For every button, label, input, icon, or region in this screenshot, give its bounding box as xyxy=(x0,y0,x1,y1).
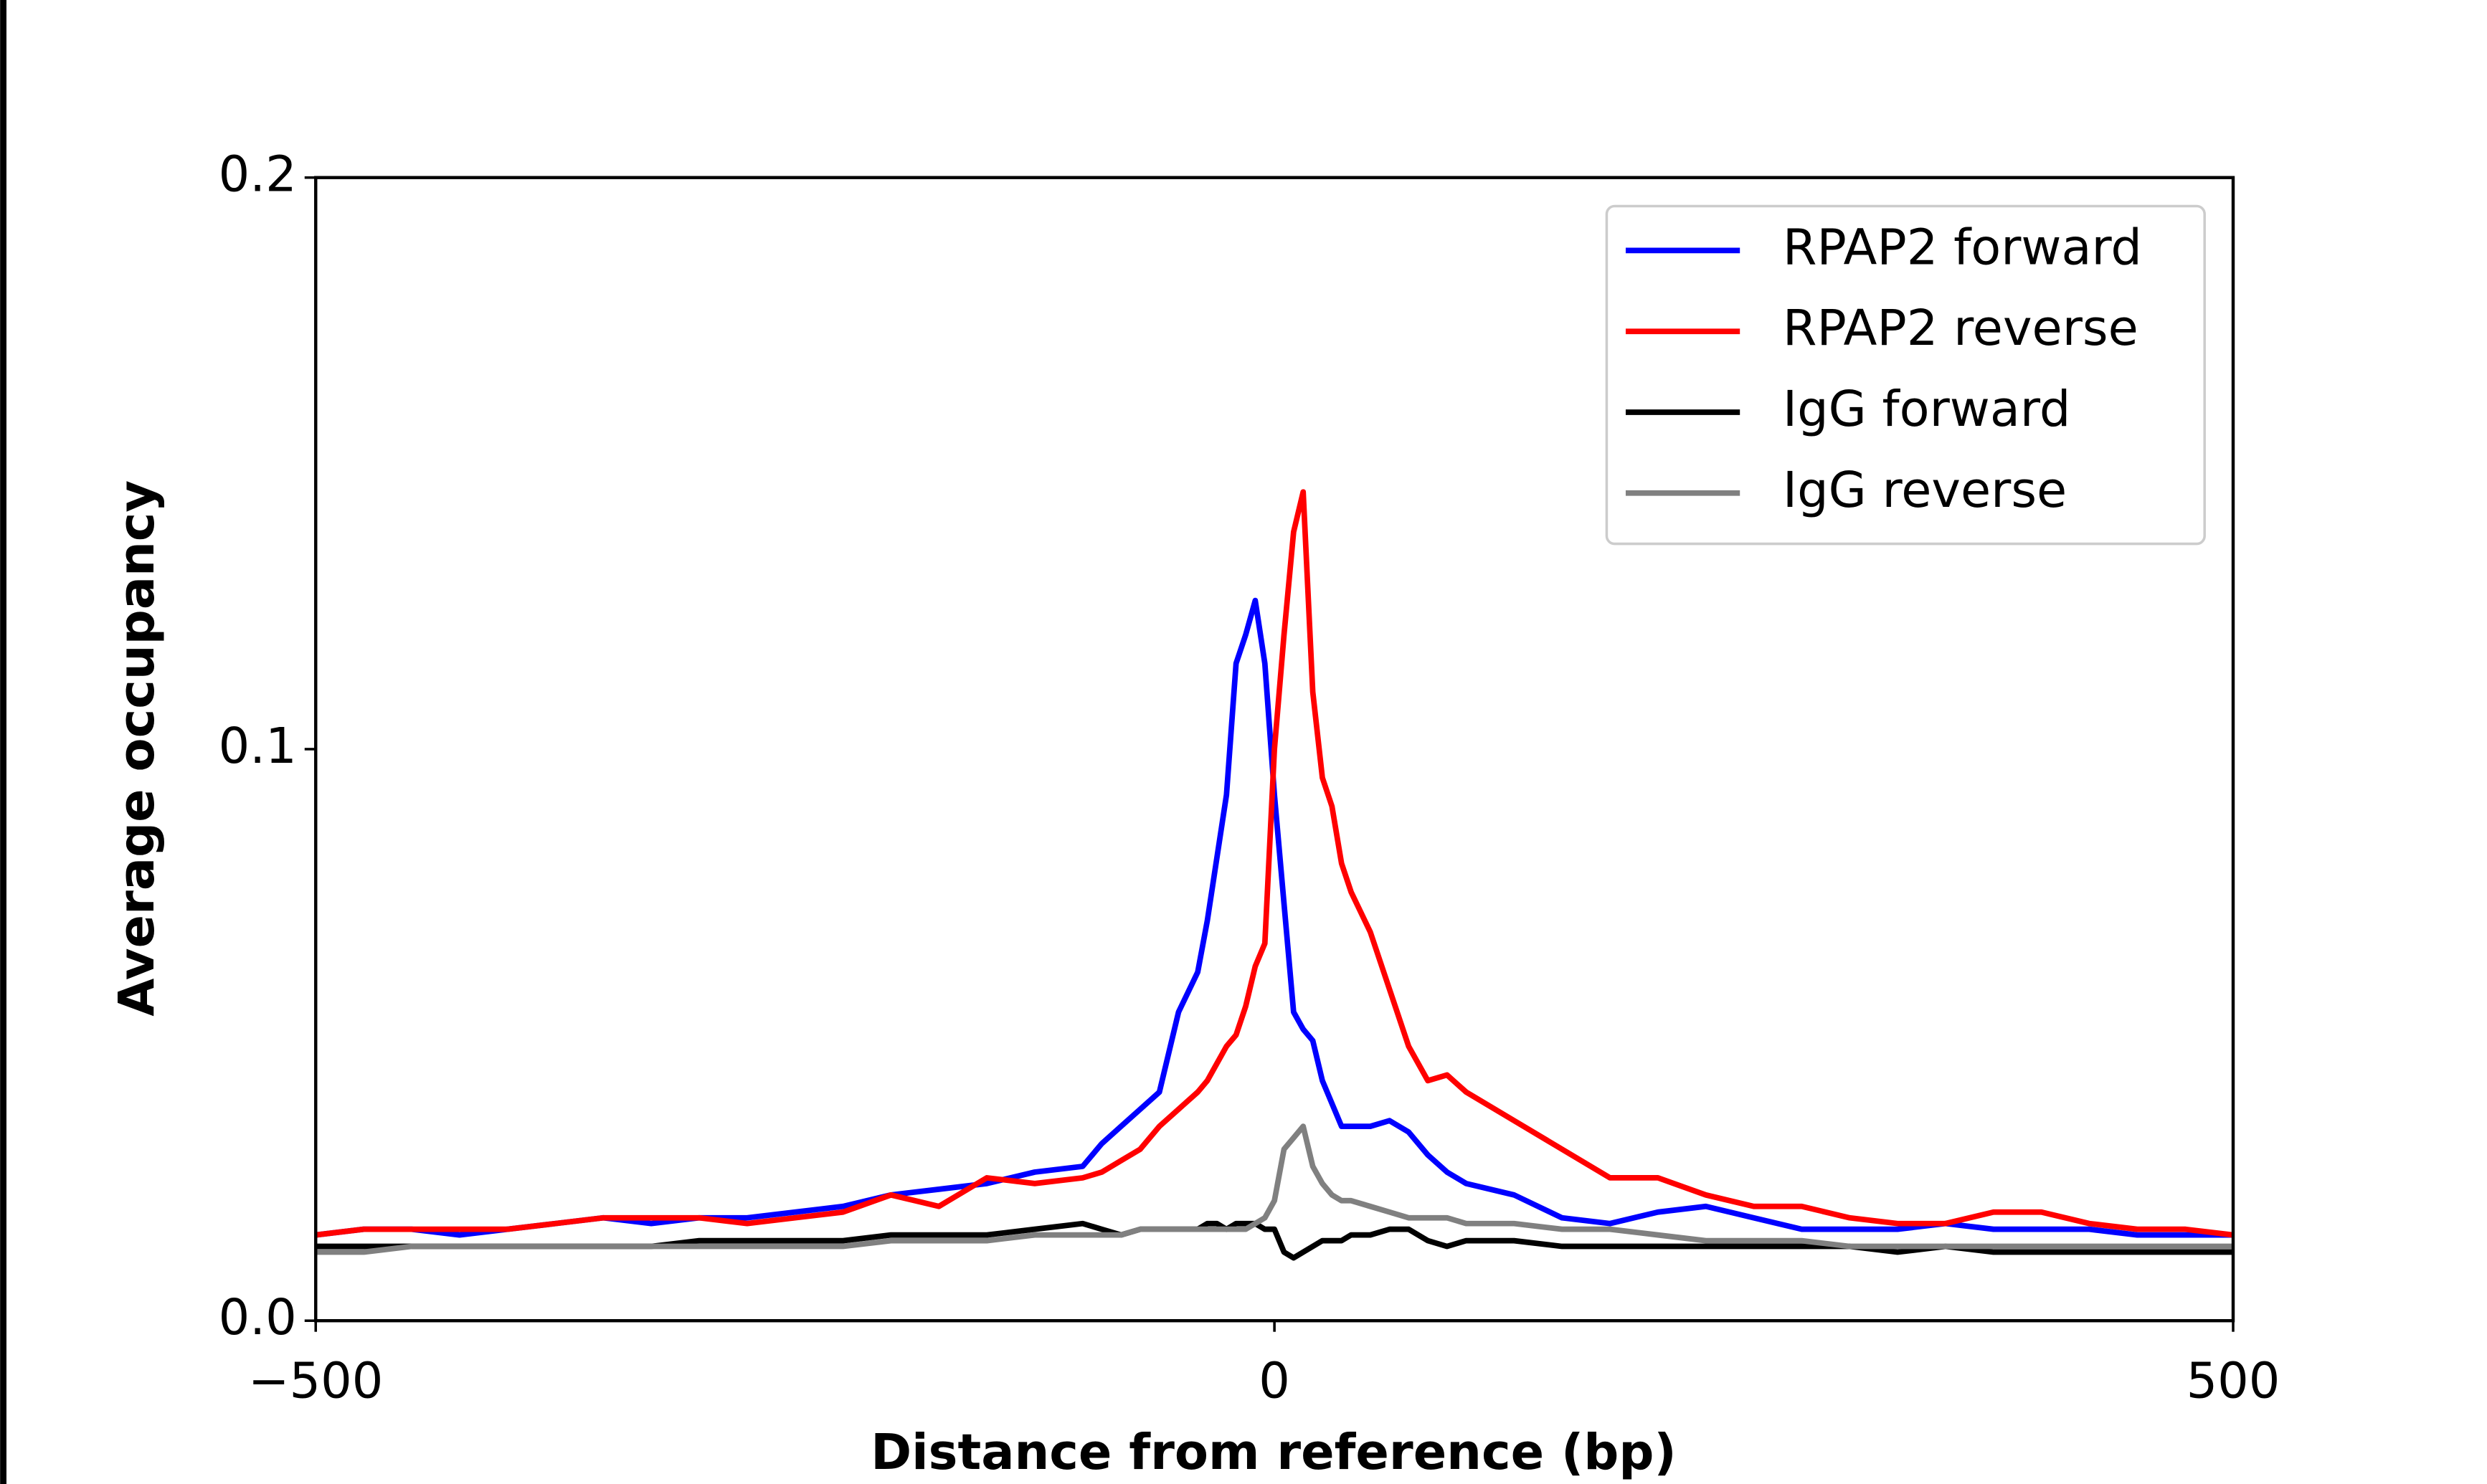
legend-box xyxy=(1605,204,2206,546)
left-border xyxy=(0,0,7,1484)
y-tick-label: 0.1 xyxy=(219,718,297,775)
y-tick-label: 0.2 xyxy=(219,146,297,204)
x-tick-label: 0 xyxy=(1259,1353,1290,1410)
x-axis-label: Distance from reference (bp) xyxy=(871,1424,1677,1481)
y-axis-label: Average occupancy xyxy=(108,480,166,1017)
x-tick-label: −500 xyxy=(248,1353,383,1410)
legend-label: IgG forward xyxy=(1783,381,2070,438)
series-line xyxy=(315,489,2234,1238)
x-tick-label: 500 xyxy=(2187,1353,2280,1410)
legend-label: RPAP2 reverse xyxy=(1783,300,2138,357)
series-line xyxy=(316,1123,2234,1255)
y-tick-label: 0.0 xyxy=(219,1289,297,1346)
series-line xyxy=(316,1220,2234,1261)
legend: RPAP2 forward RPAP2 reverse IgG forward IgG… xyxy=(1605,204,2206,546)
plot-frame xyxy=(314,176,2235,1323)
legend-label: RPAP2 forward xyxy=(1783,219,2142,276)
legend-label: IgG reverse xyxy=(1783,462,2067,519)
